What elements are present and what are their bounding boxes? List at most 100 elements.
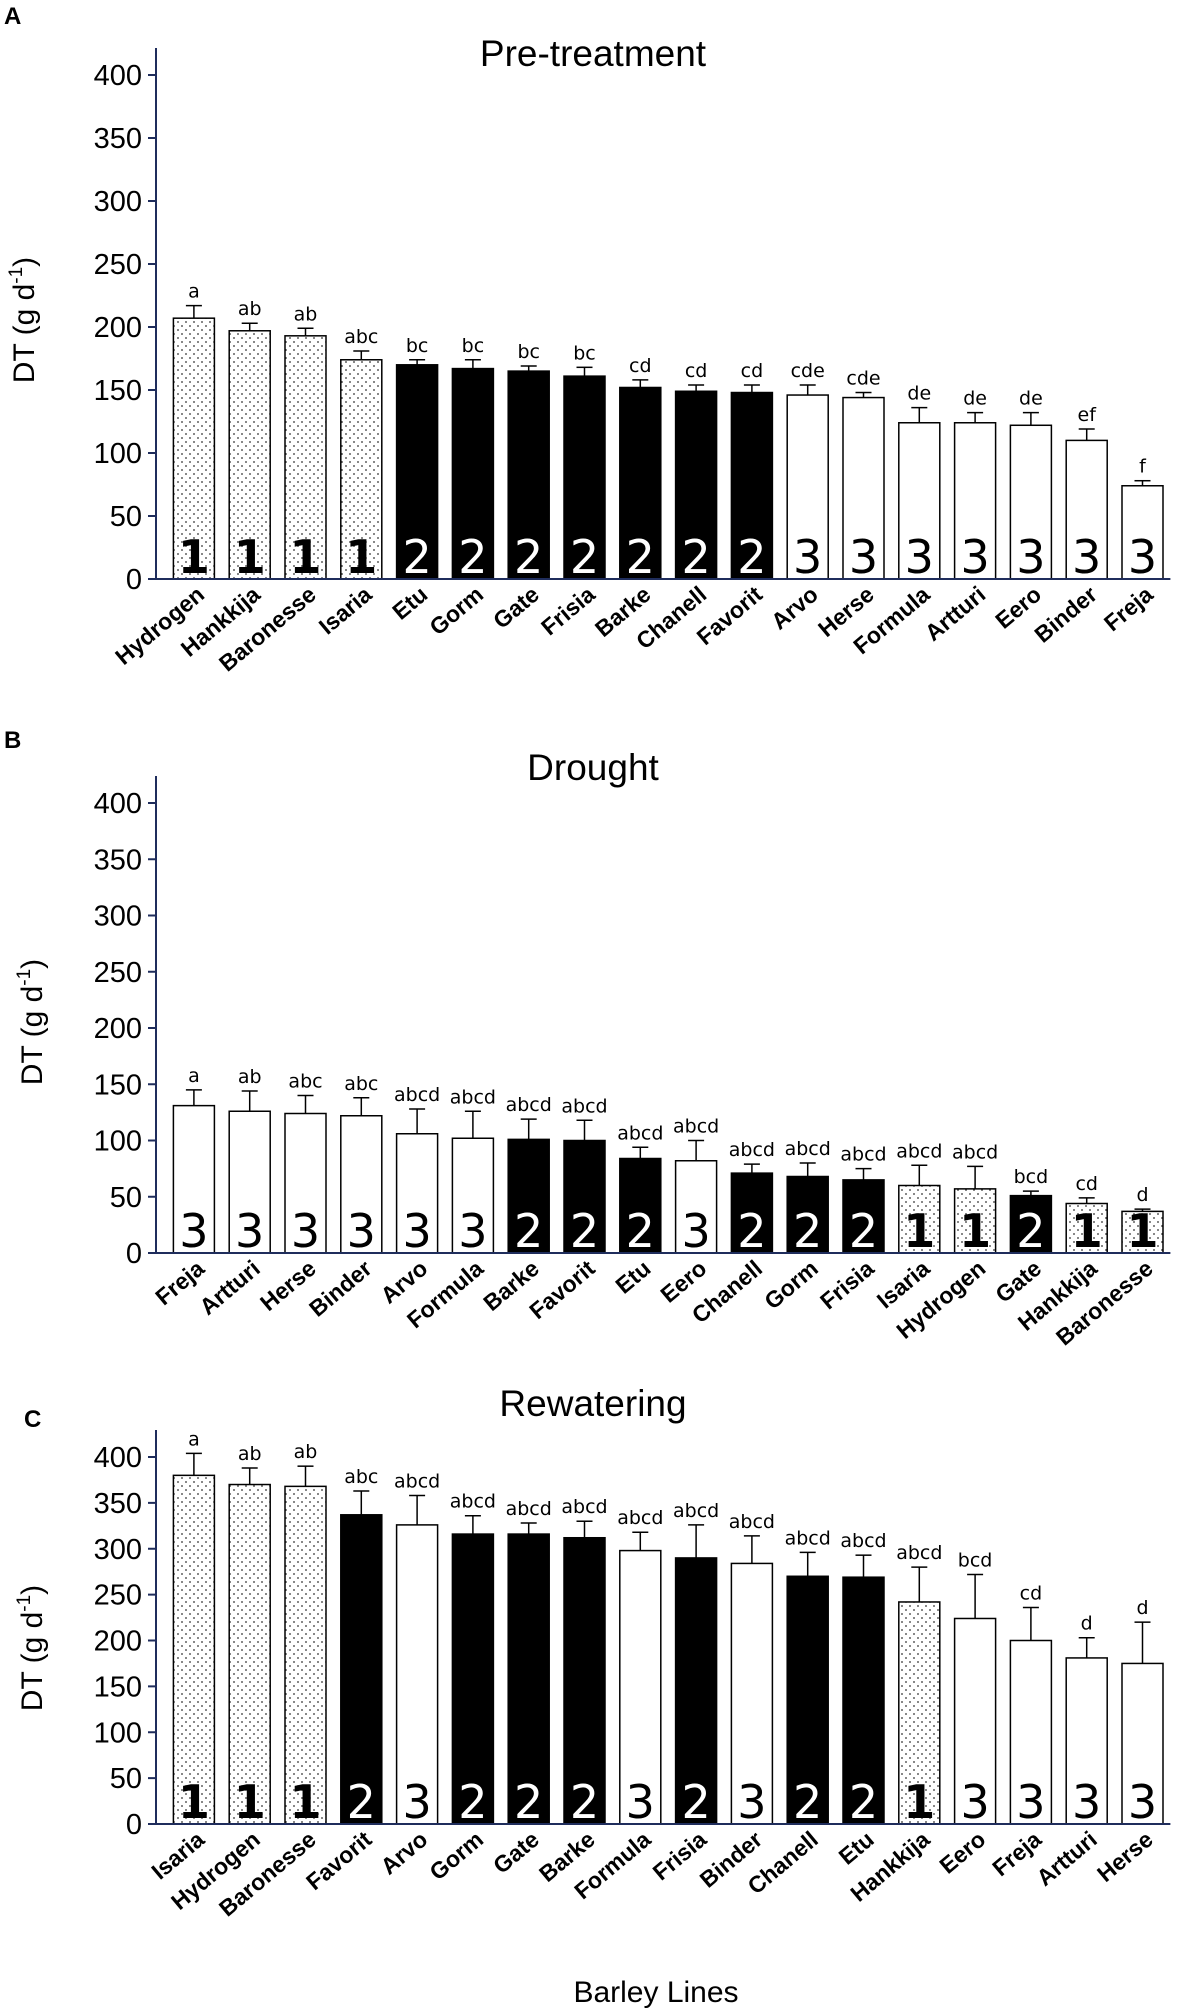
x-tick-label: Frisia xyxy=(815,1255,879,1314)
x-tick-label: Binder xyxy=(304,1255,377,1322)
significance-letter: cd xyxy=(685,360,708,382)
significance-letter: bc xyxy=(573,342,596,364)
y-tick-label: 50 xyxy=(110,1182,142,1214)
significance-letter: bc xyxy=(462,335,485,357)
x-axis-title: Barley Lines xyxy=(573,1976,738,2009)
y-tick-label: 0 xyxy=(126,1809,142,1841)
significance-letter: cd xyxy=(1075,1173,1098,1195)
bar-chanell xyxy=(786,1575,829,1825)
x-tick-label: Gorm xyxy=(424,581,488,640)
group-number: 1 xyxy=(289,530,321,584)
group-number: 2 xyxy=(570,1775,599,1829)
panel-a: A Pre-treatment DT (g d-1) 0 50 100 150 200 2… xyxy=(4,3,1171,676)
significance-letter: cd xyxy=(1020,1582,1043,1604)
bar-baronesse xyxy=(284,335,327,580)
y-tick-label: 250 xyxy=(94,249,142,281)
y-tick-label: 200 xyxy=(94,312,142,344)
significance-letter: ab xyxy=(238,298,262,320)
x-tick-label: Artturi xyxy=(1031,1826,1102,1891)
group-number: 3 xyxy=(793,530,822,584)
y-tick-label: 0 xyxy=(126,1238,142,1270)
y-tick-label: 300 xyxy=(94,186,142,218)
group-number: 3 xyxy=(960,1775,989,1829)
significance-letter: abcd xyxy=(840,1144,886,1166)
group-number: 3 xyxy=(960,530,989,584)
bar-arvo xyxy=(395,1524,439,1825)
significance-letter: ab xyxy=(238,1443,262,1465)
significance-letter: bc xyxy=(517,341,540,363)
group-number: 2 xyxy=(514,1204,543,1258)
significance-letter: cd xyxy=(741,360,764,382)
bar-isaria xyxy=(898,1184,941,1254)
panel-a-letter: A xyxy=(4,3,21,30)
group-number: 1 xyxy=(903,1775,935,1829)
significance-letter: bcd xyxy=(1014,1166,1049,1188)
group-number: 2 xyxy=(458,530,487,584)
panel-c-plot: 050100150200250300350400a1Isariaab1Hydro… xyxy=(94,1428,1171,1921)
x-tick-label: Isaria xyxy=(314,581,377,640)
group-number: 2 xyxy=(849,1775,878,1829)
bar-hydrogen xyxy=(172,317,216,580)
bar-etu xyxy=(842,1576,885,1825)
group-number: 3 xyxy=(905,530,934,584)
significance-letter: abcd xyxy=(617,1507,663,1529)
significance-letter: abcd xyxy=(896,1140,942,1162)
significance-letter: abcd xyxy=(617,1122,663,1144)
significance-letter: ef xyxy=(1078,404,1098,426)
y-tick-label: 100 xyxy=(94,1126,142,1158)
bar-gorm xyxy=(451,367,495,580)
bar-eero xyxy=(1009,424,1053,580)
group-number: 3 xyxy=(402,1204,431,1258)
significance-letter: ab xyxy=(294,1441,318,1463)
group-number: 2 xyxy=(458,1775,487,1829)
bar-freja xyxy=(1009,1639,1053,1825)
y-tick-label: 400 xyxy=(94,788,142,820)
group-number: 2 xyxy=(514,1775,543,1829)
panel-b-y-axis-label: DT (g d-1) xyxy=(14,959,49,1085)
bar-gorm xyxy=(451,1533,495,1825)
significance-letter: abcd xyxy=(394,1084,440,1106)
group-number: 1 xyxy=(234,1775,266,1829)
bar-chanell xyxy=(674,390,718,580)
group-number: 1 xyxy=(959,1204,991,1258)
significance-letter: de xyxy=(1019,388,1043,410)
group-number: 3 xyxy=(458,1204,487,1258)
group-number: 2 xyxy=(793,1775,822,1829)
y-tick-label: 50 xyxy=(110,1763,142,1795)
group-number: 2 xyxy=(626,530,655,584)
y-tick-label: 0 xyxy=(126,564,142,596)
bar-chanell xyxy=(730,1172,774,1254)
group-number: 3 xyxy=(1128,530,1157,584)
significance-letter: a xyxy=(188,1065,200,1087)
bar-eero xyxy=(674,1160,718,1254)
y-tick-label: 150 xyxy=(94,1671,142,1703)
group-number: 3 xyxy=(1016,530,1045,584)
y-tick-label: 250 xyxy=(94,1580,142,1612)
x-tick-label: Artturi xyxy=(194,1255,265,1320)
bar-artturi xyxy=(953,422,997,580)
significance-letter: f xyxy=(1139,456,1147,478)
group-number: 2 xyxy=(681,1775,710,1829)
group-number: 1 xyxy=(345,530,377,584)
significance-letter: d xyxy=(1081,1613,1093,1635)
y-tick-label: 350 xyxy=(94,1488,142,1520)
group-number: 2 xyxy=(570,530,599,584)
significance-letter: d xyxy=(1136,1597,1148,1619)
x-tick-label: Frisia xyxy=(536,581,600,640)
bar-arvo xyxy=(395,1133,439,1254)
x-tick-label: Arvo xyxy=(766,581,823,635)
group-number: 3 xyxy=(737,1775,766,1829)
bar-hankkija xyxy=(228,330,271,580)
bar-baronesse xyxy=(284,1485,327,1825)
group-number: 3 xyxy=(1072,530,1101,584)
significance-letter: abcd xyxy=(394,1471,440,1493)
bar-eero xyxy=(953,1617,997,1825)
bar-formula xyxy=(898,422,941,580)
x-tick-label: Gate xyxy=(488,1826,544,1879)
y-tick-label: 50 xyxy=(110,501,142,533)
group-number: 2 xyxy=(514,530,543,584)
bar-favorit xyxy=(340,1514,383,1825)
group-number: 1 xyxy=(1126,1204,1158,1258)
significance-letter: abcd xyxy=(896,1542,942,1564)
group-number: 3 xyxy=(1016,1775,1045,1829)
